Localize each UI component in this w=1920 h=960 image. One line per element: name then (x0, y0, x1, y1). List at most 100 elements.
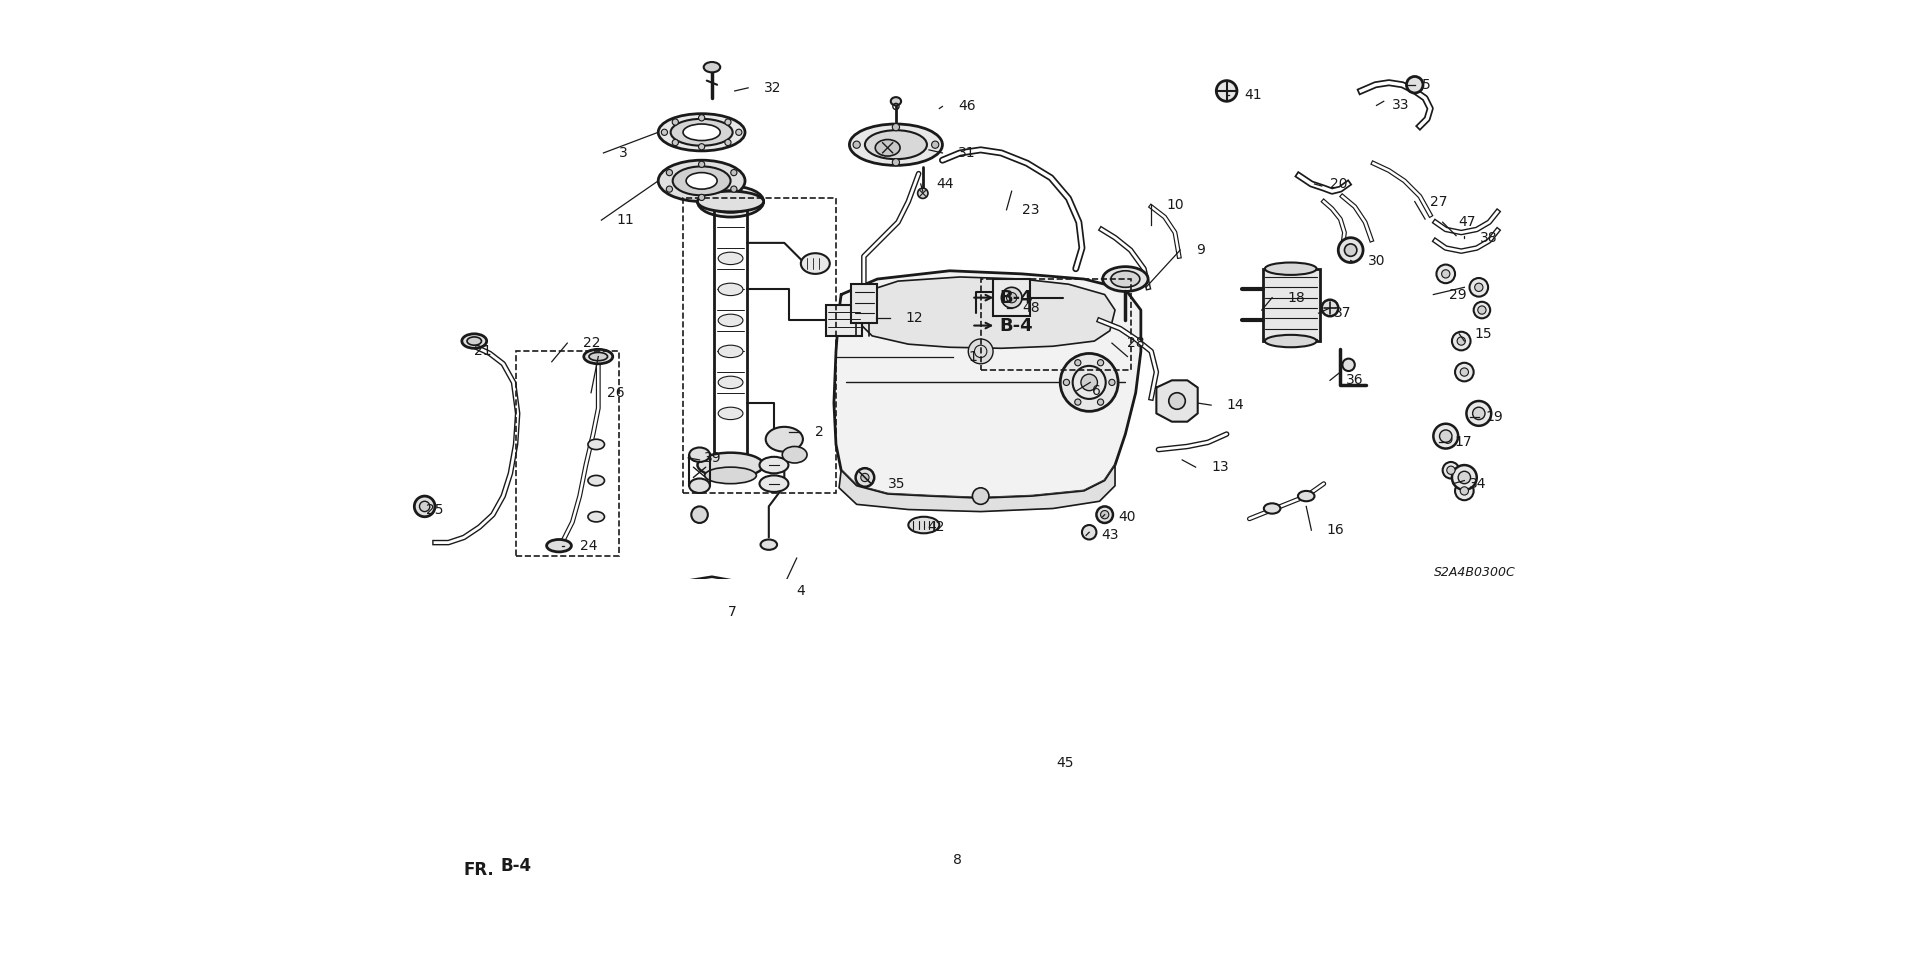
Circle shape (1473, 407, 1484, 420)
Ellipse shape (584, 349, 612, 364)
Text: 4: 4 (797, 585, 806, 598)
Text: 46: 46 (958, 100, 975, 113)
Text: 15: 15 (1475, 326, 1492, 341)
Text: 20: 20 (1331, 177, 1348, 191)
Circle shape (1110, 379, 1116, 386)
Ellipse shape (891, 97, 900, 106)
Ellipse shape (684, 589, 720, 613)
Circle shape (1081, 374, 1098, 391)
Text: 39: 39 (705, 451, 722, 465)
Ellipse shape (718, 407, 743, 420)
Circle shape (1338, 238, 1363, 262)
Text: 8: 8 (952, 852, 962, 867)
Circle shape (1344, 244, 1357, 256)
Circle shape (1457, 471, 1471, 484)
Bar (993, 279, 1031, 316)
Circle shape (1098, 399, 1104, 405)
Text: 25: 25 (426, 502, 444, 516)
Bar (516, 351, 618, 556)
Ellipse shape (849, 124, 943, 165)
Circle shape (672, 139, 678, 146)
Circle shape (860, 473, 870, 482)
Ellipse shape (1265, 262, 1317, 275)
Circle shape (1442, 462, 1459, 478)
Text: 29: 29 (1450, 288, 1467, 301)
Text: 47: 47 (1457, 215, 1476, 229)
Ellipse shape (689, 478, 710, 493)
Circle shape (1083, 525, 1096, 540)
Circle shape (691, 507, 708, 523)
Text: B-4: B-4 (998, 317, 1033, 334)
Ellipse shape (908, 516, 939, 534)
Circle shape (1033, 750, 1052, 770)
Polygon shape (839, 715, 1119, 808)
Circle shape (660, 130, 668, 135)
Circle shape (1461, 368, 1469, 376)
Ellipse shape (718, 314, 743, 326)
Text: 21: 21 (474, 345, 492, 358)
Text: 16: 16 (1327, 523, 1344, 538)
Text: 45: 45 (1056, 756, 1073, 770)
Text: 1: 1 (968, 349, 977, 364)
Circle shape (1440, 431, 1455, 447)
Text: 22: 22 (584, 336, 601, 350)
Ellipse shape (718, 346, 743, 357)
Circle shape (968, 339, 993, 364)
Bar (1050, 739, 1102, 796)
Circle shape (1060, 353, 1117, 411)
Ellipse shape (689, 447, 710, 462)
Circle shape (672, 119, 678, 125)
Ellipse shape (588, 512, 605, 522)
Text: 33: 33 (1392, 99, 1409, 112)
Polygon shape (417, 858, 459, 882)
Circle shape (699, 114, 705, 121)
Circle shape (1478, 306, 1486, 314)
Ellipse shape (876, 139, 900, 156)
Ellipse shape (1263, 503, 1281, 514)
Bar (868, 739, 950, 796)
Ellipse shape (718, 252, 743, 265)
Text: 14: 14 (1227, 398, 1244, 412)
Circle shape (1442, 270, 1450, 278)
Ellipse shape (766, 427, 803, 451)
Circle shape (735, 130, 741, 135)
Text: B-4: B-4 (998, 289, 1033, 306)
Text: 38: 38 (1480, 230, 1498, 245)
Circle shape (726, 119, 732, 125)
Circle shape (1064, 379, 1069, 386)
Circle shape (1006, 293, 1018, 302)
Ellipse shape (760, 540, 778, 550)
Circle shape (931, 141, 939, 148)
Ellipse shape (760, 457, 789, 473)
Ellipse shape (588, 475, 605, 486)
Ellipse shape (718, 283, 743, 296)
Text: 43: 43 (1102, 528, 1119, 542)
Circle shape (699, 161, 705, 167)
Circle shape (1475, 301, 1490, 319)
Ellipse shape (697, 453, 764, 477)
Ellipse shape (684, 124, 720, 140)
Text: 40: 40 (1117, 510, 1135, 524)
Bar (981, 279, 1131, 370)
Text: 27: 27 (1430, 195, 1448, 208)
Circle shape (1002, 287, 1021, 308)
Ellipse shape (685, 173, 718, 189)
Circle shape (1455, 363, 1475, 381)
Circle shape (1215, 81, 1236, 102)
Text: 11: 11 (616, 213, 636, 228)
Text: 3: 3 (618, 146, 628, 160)
Polygon shape (839, 465, 1116, 512)
Ellipse shape (1102, 267, 1148, 292)
Text: 44: 44 (937, 177, 954, 191)
Ellipse shape (467, 337, 482, 346)
Circle shape (893, 158, 900, 166)
Bar (1263, 269, 1319, 341)
Bar (851, 284, 877, 324)
Ellipse shape (801, 253, 829, 274)
Ellipse shape (1298, 491, 1315, 501)
Text: 17: 17 (1453, 435, 1471, 449)
Circle shape (732, 170, 737, 176)
Circle shape (918, 188, 927, 199)
Circle shape (699, 194, 705, 201)
Ellipse shape (864, 131, 927, 159)
